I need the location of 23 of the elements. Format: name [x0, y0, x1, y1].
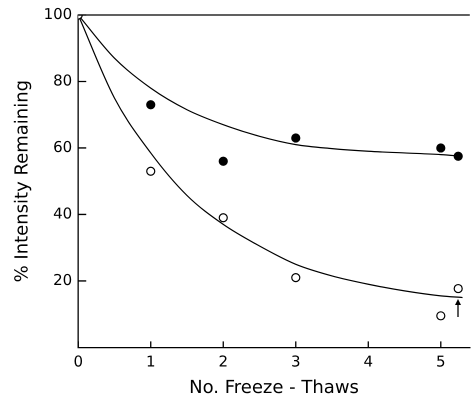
- point: [218, 213, 228, 222]
- point: [291, 272, 300, 282]
- y-tick-label: 40: [53, 204, 72, 222]
- x-tick-label: 1: [146, 352, 156, 370]
- point: [454, 152, 463, 161]
- point: [218, 156, 228, 166]
- y-tick-label: 20: [53, 270, 72, 289]
- x-tick-label: 2: [218, 352, 228, 370]
- x-tick-label: 3: [290, 352, 301, 370]
- point: [291, 133, 300, 143]
- point: [146, 166, 156, 176]
- x-axis-title: No. Freeze - Thaws: [189, 376, 359, 398]
- x-tick-label: 4: [364, 352, 374, 370]
- x-tick-label: 5: [436, 352, 446, 370]
- point: [436, 143, 446, 153]
- x-tick-label: 0: [73, 352, 84, 370]
- y-tick-label: 60: [53, 138, 72, 156]
- y-tick-label: 100: [44, 4, 72, 23]
- y-axis-title: % Intensity Remaining: [11, 80, 32, 282]
- point: [454, 284, 463, 294]
- y-tick-label: 80: [53, 71, 72, 90]
- point: [146, 100, 156, 110]
- point: [436, 311, 446, 320]
